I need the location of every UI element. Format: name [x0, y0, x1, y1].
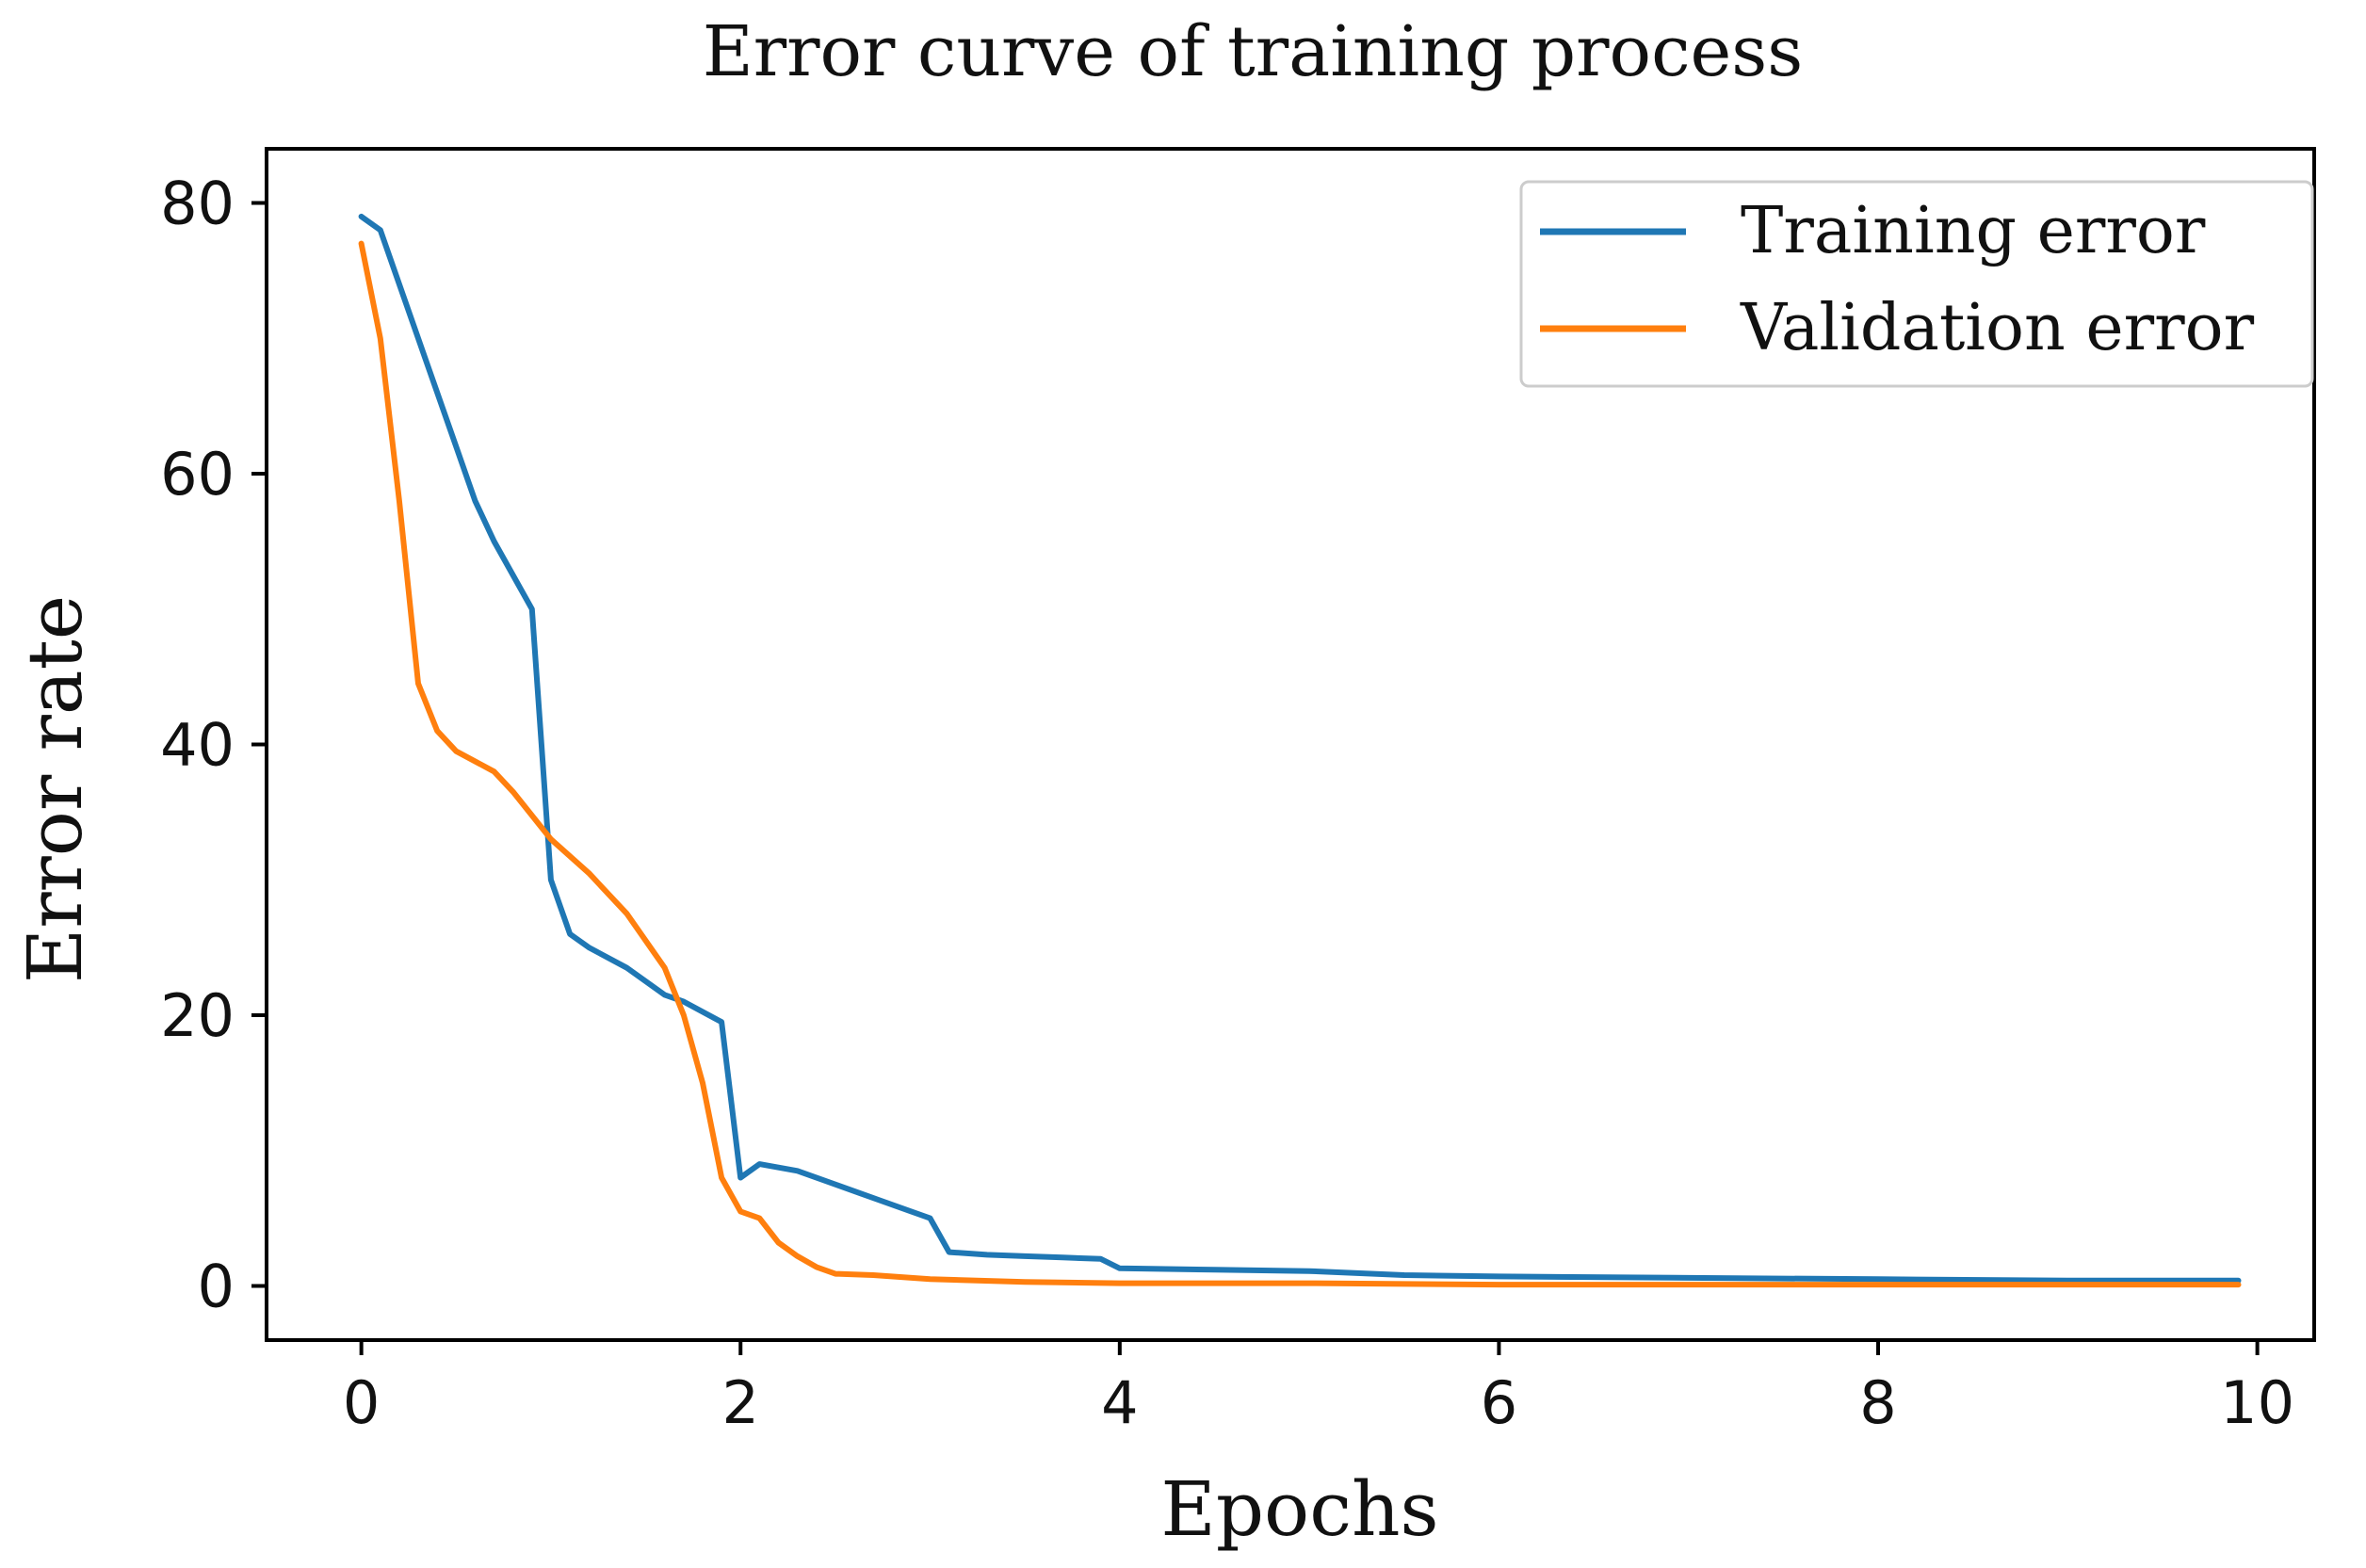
- y-tick-label: 80: [160, 170, 235, 238]
- legend: Training error Validation error: [1519, 180, 2314, 388]
- series-line-validation-error: [358, 240, 2242, 1288]
- y-tick-label: 60: [160, 440, 235, 509]
- series-layer: [358, 213, 2242, 1288]
- y-tick-label: 40: [160, 711, 235, 780]
- series-line-training-error: [358, 213, 2242, 1284]
- legend-label-validation-error: Validation error: [1740, 291, 2255, 365]
- x-tick-label: 2: [722, 1368, 759, 1437]
- x-tick-label: 0: [343, 1368, 380, 1437]
- x-tick-label: 10: [2220, 1368, 2294, 1437]
- ticks-layer: 0 2 4 6 8 10 0 20 40 60 80: [160, 170, 2294, 1438]
- legend-box: [1519, 180, 2314, 388]
- x-tick-label: 4: [1101, 1368, 1138, 1437]
- y-tick-label: 0: [198, 1253, 235, 1321]
- x-axis-label: Epochs: [1160, 1465, 1438, 1553]
- y-tick-label: 20: [160, 981, 235, 1050]
- x-tick-label: 8: [1859, 1368, 1896, 1437]
- legend-label-training-error: Training error: [1741, 194, 2206, 268]
- chart-title: Error curve of training process: [703, 11, 1804, 92]
- x-tick-label: 6: [1481, 1368, 1517, 1437]
- y-axis-label: Error rate: [11, 595, 99, 983]
